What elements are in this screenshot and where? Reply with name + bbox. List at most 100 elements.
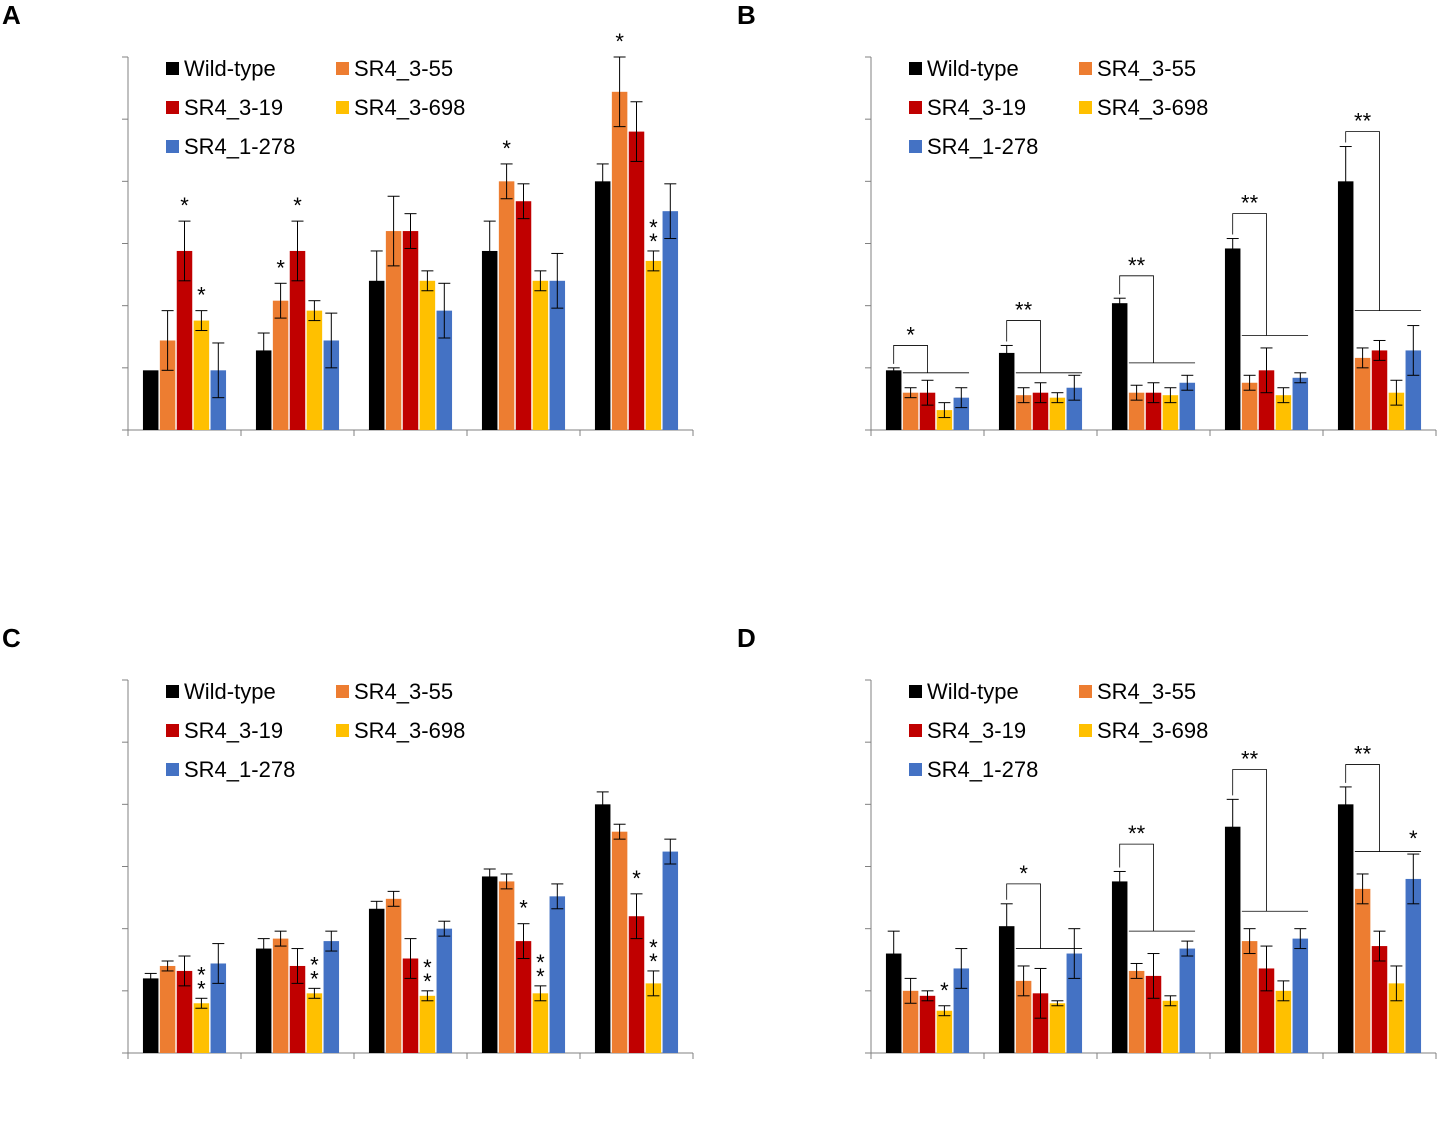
bar [662, 211, 679, 430]
bar [368, 908, 385, 1053]
legend-swatch [1079, 724, 1092, 737]
bar [159, 340, 176, 430]
bar [515, 941, 532, 1053]
bracket-significance-mark: * [906, 322, 915, 347]
legend-swatch [909, 685, 922, 698]
legend-label: SR4_3-698 [354, 718, 465, 743]
legend-label: SR4_3-19 [927, 718, 1026, 743]
legend-label: SR4_3-55 [1097, 679, 1196, 704]
significance-mark: * [519, 896, 528, 921]
bar [1015, 395, 1032, 430]
panel-letter-c: C [2, 623, 21, 653]
bar [1032, 392, 1049, 430]
bar [1371, 946, 1388, 1053]
bar [532, 993, 549, 1053]
bar [594, 181, 611, 430]
significance-star: * [423, 969, 432, 994]
legend-label: SR4_3-19 [927, 95, 1026, 120]
bar [481, 876, 498, 1053]
bar [532, 280, 549, 430]
bracket-significance-mark: ** [1241, 747, 1259, 772]
legend-label: SR4_3-55 [354, 56, 453, 81]
bar [419, 995, 436, 1053]
comparison-bracket [893, 345, 970, 374]
bar [289, 250, 306, 430]
bar [549, 280, 566, 430]
bar [193, 320, 210, 430]
bar [1241, 382, 1258, 430]
legend-swatch [909, 724, 922, 737]
bar [611, 91, 628, 431]
significance-mark: * * [536, 950, 545, 989]
legend-label: SR4_1-278 [927, 134, 1038, 159]
bracket-significance-mark: ** [1354, 109, 1372, 134]
bar [306, 993, 323, 1053]
bracket-significance-mark: ** [1241, 191, 1259, 216]
comparison-bracket [1232, 213, 1309, 336]
bar [1275, 395, 1292, 430]
legend-label: SR4_1-278 [184, 134, 295, 159]
comparison-bracket [1119, 275, 1196, 364]
bar [176, 970, 193, 1053]
legend-label: Wild-type [927, 679, 1019, 704]
bar [1337, 181, 1354, 430]
bar [515, 201, 532, 430]
bar [594, 804, 611, 1053]
bar [323, 941, 340, 1053]
bar [1371, 350, 1388, 430]
legend-label: Wild-type [184, 56, 276, 81]
legend-label: SR4_3-698 [1097, 95, 1208, 120]
significance-mark: * * [310, 952, 319, 991]
legend-label: SR4_3-698 [354, 95, 465, 120]
legend-label: SR4_3-19 [184, 95, 283, 120]
bar [255, 350, 272, 430]
bracket-significance-mark: ** [1354, 742, 1372, 767]
bar [306, 310, 323, 430]
bar [1128, 970, 1145, 1053]
significance-star: * [536, 964, 545, 989]
bar [1241, 941, 1258, 1053]
bar [1405, 878, 1422, 1053]
bar [1145, 392, 1162, 430]
significance-star: * [649, 935, 658, 960]
bar [1128, 392, 1145, 430]
bar [402, 231, 419, 430]
bar [549, 896, 566, 1053]
bracket-significance-mark: ** [1128, 253, 1146, 278]
bar [645, 260, 662, 430]
comparison-bracket [1345, 131, 1422, 312]
bar [255, 948, 272, 1053]
significance-mark: * * [649, 935, 658, 974]
significance-mark: * [293, 193, 302, 218]
legend-swatch [166, 101, 179, 114]
bar [1162, 1000, 1179, 1053]
bar [628, 131, 645, 430]
legend-swatch [336, 62, 349, 75]
significance-mark: * [940, 978, 949, 1003]
bar [436, 928, 453, 1053]
significance-mark: * [197, 283, 206, 308]
bar [1354, 357, 1371, 430]
comparison-bracket [1232, 769, 1309, 912]
bar [210, 963, 227, 1053]
bar [1111, 881, 1128, 1053]
bar [953, 397, 970, 430]
bar [1258, 370, 1275, 430]
bar [193, 1003, 210, 1053]
significance-mark: * * [649, 215, 658, 254]
bar [1337, 804, 1354, 1053]
bar [628, 916, 645, 1053]
bar [1224, 826, 1241, 1053]
bar [368, 280, 385, 430]
bar [323, 340, 340, 430]
bar [1224, 248, 1241, 430]
significance-mark: * * [423, 955, 432, 994]
bar [210, 370, 227, 430]
bar [289, 965, 306, 1053]
bar [1179, 948, 1196, 1053]
bar [1258, 968, 1275, 1053]
bracket-significance-mark: ** [1128, 821, 1146, 846]
